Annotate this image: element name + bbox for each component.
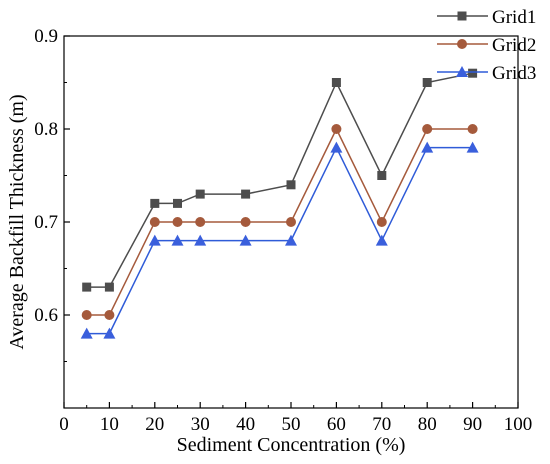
data-point	[422, 124, 433, 134]
data-point	[241, 189, 251, 199]
data-point	[148, 234, 161, 246]
data-point	[239, 234, 252, 246]
x-tick-label: 100	[504, 414, 533, 435]
legend-label: Grid2	[492, 35, 536, 56]
data-point	[173, 198, 182, 208]
data-point	[195, 189, 205, 199]
data-point	[377, 171, 387, 180]
x-tick-label: 80	[418, 414, 437, 435]
x-axis-title: Sediment Concentration (%)	[177, 434, 406, 456]
data-point	[82, 282, 92, 292]
data-point	[195, 217, 206, 227]
x-tick-label: 20	[145, 414, 164, 435]
y-tick-label: 0.6	[34, 305, 58, 326]
y-axis-ticks: 0.6 0.7 0.8 0.9	[34, 26, 70, 362]
data-point	[80, 327, 93, 339]
series-grid3	[80, 141, 479, 339]
x-axis-ticks: 0 10 20 30 40 50 60 70 80 90 100	[59, 402, 532, 435]
data-point	[330, 141, 343, 153]
x-tick-label: 90	[463, 414, 482, 435]
legend-item: Grid2	[437, 35, 536, 56]
data-point	[194, 234, 207, 246]
data-point	[331, 124, 342, 134]
data-point	[422, 78, 432, 87]
x-tick-label: 40	[236, 414, 255, 435]
legend-marker	[457, 39, 467, 49]
data-point	[285, 234, 297, 246]
legend-marker	[457, 11, 467, 21]
data-point	[331, 78, 341, 87]
x-tick-label: 30	[191, 414, 210, 435]
data-point	[172, 217, 183, 227]
data-point	[240, 217, 251, 227]
data-point	[171, 234, 184, 246]
data-point	[468, 68, 478, 78]
data-point	[103, 327, 116, 339]
data-point	[150, 198, 160, 208]
y-axis-title: Average Backfill Thickness (m)	[6, 94, 28, 349]
legend-marker	[456, 66, 468, 77]
data-point	[466, 141, 479, 153]
x-tick-label: 60	[327, 414, 346, 435]
series-grid1	[82, 68, 478, 292]
x-tick-label: 70	[372, 414, 391, 435]
data-point	[104, 310, 115, 320]
data-point	[286, 217, 296, 227]
legend-item: Grid1	[437, 7, 536, 28]
x-tick-label: 10	[100, 414, 119, 435]
y-tick-label: 0.9	[34, 26, 58, 47]
data-point	[421, 141, 434, 153]
series-grid2	[81, 124, 478, 320]
data-point	[81, 310, 92, 320]
legend-label: Grid3	[492, 63, 536, 84]
legend-item: Grid3	[437, 63, 536, 84]
x-tick-label: 0	[59, 414, 69, 435]
y-tick-label: 0.8	[34, 119, 58, 140]
series-layer	[80, 68, 479, 339]
data-point	[467, 124, 478, 134]
legend: Grid1 Grid2 Grid3	[437, 7, 536, 84]
data-point	[375, 234, 388, 246]
data-point	[286, 180, 296, 190]
data-point	[376, 217, 387, 227]
data-point	[149, 217, 160, 227]
y-tick-label: 0.7	[34, 212, 58, 233]
legend-label: Grid1	[492, 7, 536, 28]
x-tick-label: 50	[282, 414, 301, 435]
data-point	[104, 282, 114, 292]
